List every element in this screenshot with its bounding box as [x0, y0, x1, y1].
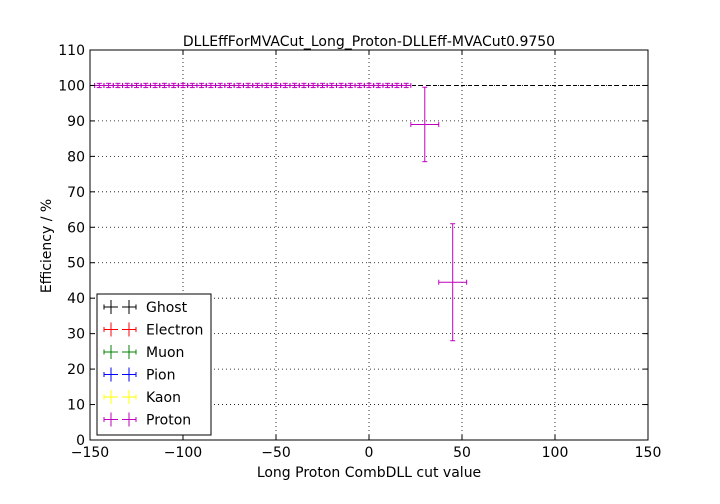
legend-label: Muon [146, 345, 184, 361]
y-tick-label: 0 [76, 433, 85, 449]
y-tick-label: 20 [67, 362, 85, 378]
y-tick-label: 110 [58, 43, 85, 59]
legend-label: Proton [146, 413, 191, 429]
y-tick-label: 100 [58, 78, 85, 94]
x-tick-label: 0 [365, 445, 374, 461]
y-tick-label: 70 [67, 185, 85, 201]
chart-title: DLLEffForMVACut_Long_Proton-DLLEff-MVACu… [183, 34, 555, 50]
y-tick-label: 50 [67, 256, 85, 272]
data-point-proton [410, 86, 440, 163]
legend-item-ghost: Ghost [103, 300, 188, 316]
data-point-proton [308, 82, 319, 89]
legend-label: Kaon [146, 390, 181, 406]
x-axis-label: Long Proton CombDLL cut value [257, 465, 481, 481]
data-point-proton [401, 82, 412, 89]
y-tick-label: 30 [67, 327, 85, 343]
y-tick-label: 60 [67, 220, 85, 236]
x-tick-label: 150 [635, 445, 662, 461]
x-tick-label: 50 [453, 445, 471, 461]
legend: Ghost Electron Muon Pion Kaon Proton [96, 293, 212, 436]
legend-item-proton: Proton [103, 412, 191, 429]
y-tick-label: 90 [67, 114, 85, 130]
data-points [94, 82, 468, 342]
legend-item-kaon: Kaon [103, 390, 181, 406]
y-tick-label: 10 [67, 398, 85, 414]
y-tick-label: 80 [67, 149, 85, 165]
x-tick-label: −150 [71, 445, 109, 461]
legend-label: Ghost [146, 300, 188, 316]
x-tick-label: −100 [164, 445, 202, 461]
y-tick-label: 40 [67, 291, 85, 307]
legend-item-muon: Muon [103, 345, 184, 361]
x-tick-label: 100 [542, 445, 569, 461]
legend-box [96, 293, 212, 436]
data-point-proton [233, 82, 244, 89]
data-point-proton [438, 223, 468, 342]
data-point-proton [326, 82, 337, 89]
legend-item-electron: Electron [103, 322, 203, 339]
x-tick-label: −50 [261, 445, 291, 461]
axis-ticks: −150 −100 −50 0 50 100 150 0 10 20 30 40 50 60 70 80 90 1… [58, 43, 661, 461]
legend-label: Electron [146, 323, 203, 339]
legend-item-pion: Pion [103, 367, 175, 384]
y-axis-label: Efficiency / % [39, 199, 55, 293]
legend-label: Pion [146, 368, 175, 384]
